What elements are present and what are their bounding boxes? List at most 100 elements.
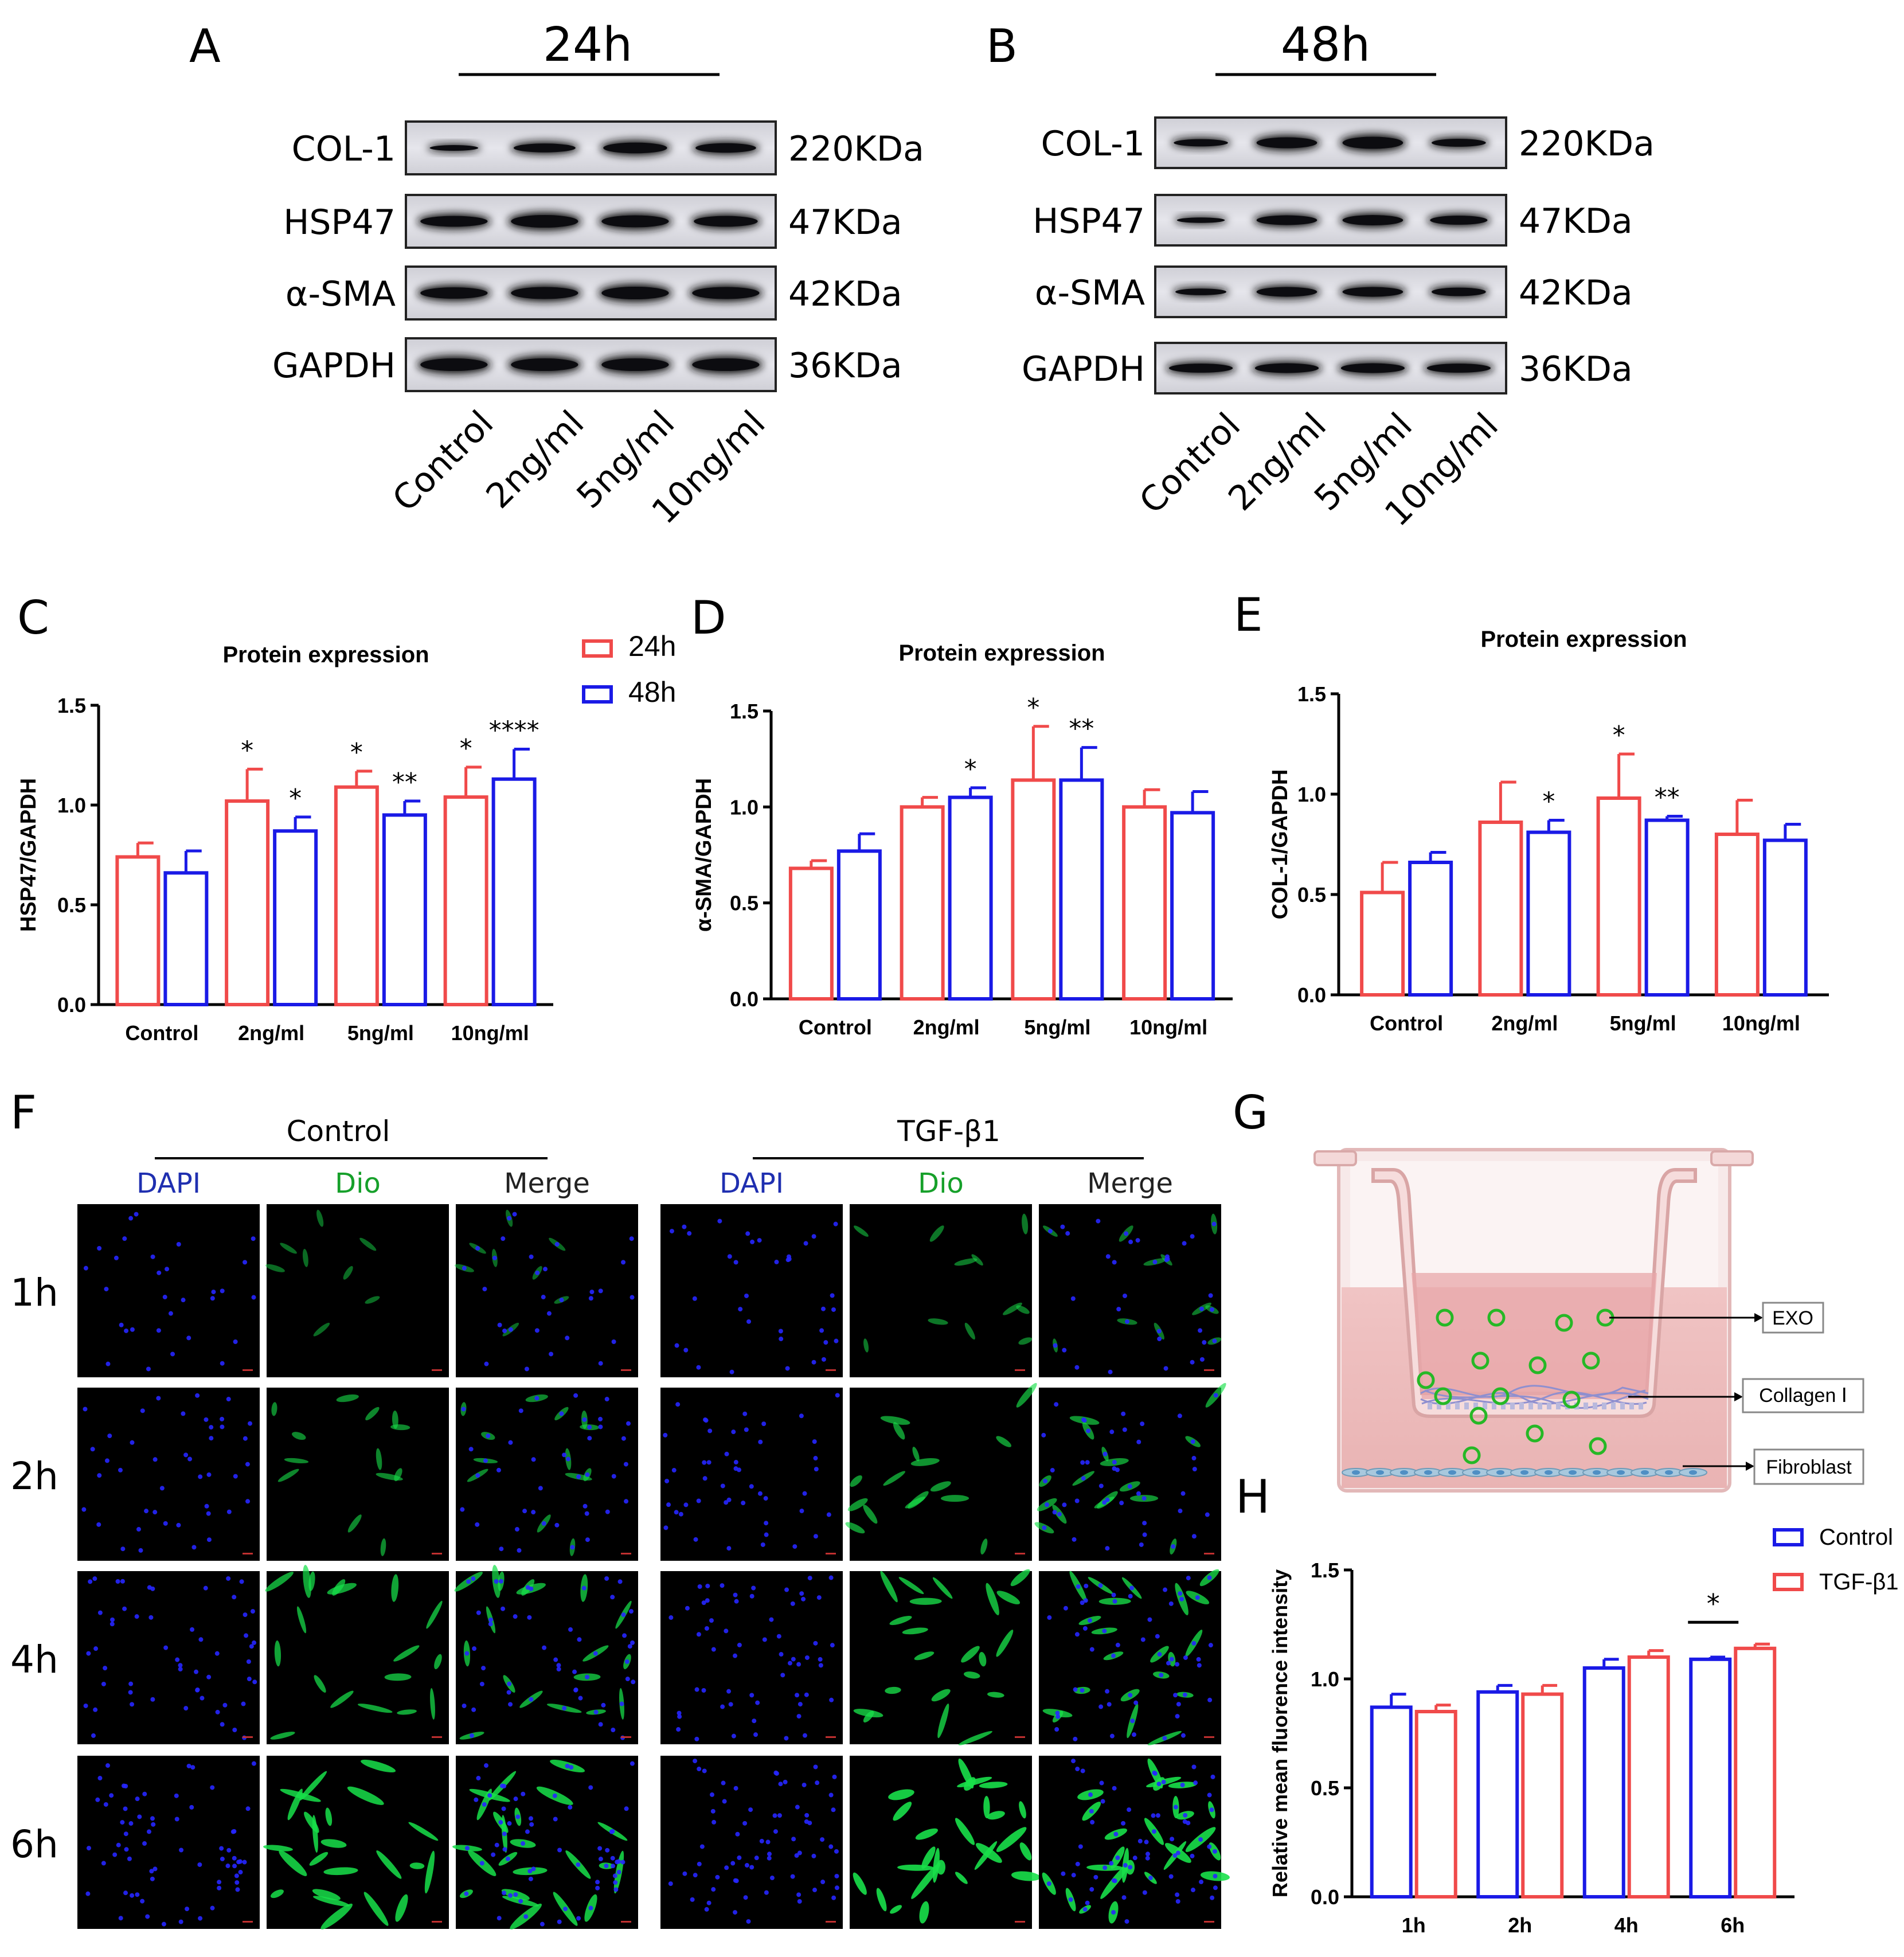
dapi-nucleus bbox=[204, 1503, 209, 1509]
dapi-nucleus bbox=[797, 1850, 802, 1856]
dapi-nucleus bbox=[1060, 1224, 1065, 1229]
dapi-nucleus bbox=[1065, 1231, 1070, 1236]
dapi-nucleus bbox=[529, 1254, 534, 1259]
dapi-nucleus bbox=[549, 1351, 554, 1357]
dapi-nucleus bbox=[222, 1702, 228, 1708]
dapi-nucleus bbox=[481, 1666, 486, 1671]
dapi-nucleus bbox=[1192, 1467, 1197, 1472]
dapi-nucleus bbox=[1078, 1844, 1083, 1849]
dapi-nucleus bbox=[1175, 1892, 1180, 1897]
dapi-nucleus bbox=[677, 1714, 682, 1719]
blot-band-core bbox=[1342, 136, 1403, 149]
dapi-nucleus bbox=[1132, 1856, 1137, 1861]
dapi-nucleus bbox=[562, 1706, 567, 1711]
dio-signal bbox=[850, 1475, 862, 1487]
dapi-nucleus bbox=[1115, 1642, 1120, 1647]
dio-signal bbox=[898, 1577, 924, 1595]
dapi-nucleus bbox=[239, 1579, 244, 1584]
dio-signal bbox=[979, 1651, 987, 1667]
dapi-nucleus bbox=[1199, 1880, 1204, 1885]
dapi-nucleus bbox=[710, 1808, 716, 1814]
dapi-nucleus bbox=[217, 1885, 222, 1890]
dio-signal bbox=[845, 1522, 865, 1534]
dapi-nucleus bbox=[462, 1265, 467, 1271]
dio-signal bbox=[361, 1759, 396, 1773]
dapi-nucleus bbox=[1080, 1460, 1085, 1465]
dapi-nucleus bbox=[198, 1474, 203, 1479]
dapi-nucleus bbox=[1155, 1813, 1160, 1818]
dapi-nucleus bbox=[1145, 1856, 1150, 1861]
dapi-nucleus bbox=[233, 1339, 238, 1344]
fibroblast-nucleus bbox=[1496, 1470, 1504, 1475]
dapi-nucleus bbox=[730, 1861, 736, 1866]
dapi-nucleus bbox=[1197, 1663, 1202, 1668]
dapi-nucleus bbox=[664, 1478, 670, 1483]
dapi-nucleus bbox=[704, 1626, 709, 1631]
dapi-nucleus bbox=[764, 1890, 769, 1895]
dapi-nucleus bbox=[1081, 1476, 1086, 1481]
dapi-nucleus bbox=[773, 1829, 778, 1834]
dapi-nucleus bbox=[249, 1644, 254, 1649]
dapi-nucleus bbox=[1128, 1593, 1133, 1599]
dapi-nucleus bbox=[1043, 1478, 1048, 1483]
dapi-nucleus bbox=[1159, 1673, 1164, 1678]
dio-signal bbox=[287, 1788, 303, 1821]
dapi-nucleus bbox=[1172, 1853, 1178, 1858]
dio-signal bbox=[392, 1410, 398, 1429]
dapi-nucleus bbox=[778, 1782, 783, 1787]
fibroblast-nucleus bbox=[1472, 1470, 1480, 1475]
dapi-nucleus bbox=[1105, 1254, 1111, 1259]
dapi-nucleus bbox=[559, 1411, 564, 1416]
dapi-nucleus bbox=[1199, 1357, 1205, 1362]
dapi-nucleus bbox=[128, 1821, 134, 1826]
dapi-nucleus bbox=[488, 1622, 493, 1627]
panel-a-time-label: 24h bbox=[543, 18, 632, 72]
dapi-nucleus bbox=[1062, 1502, 1067, 1507]
panel-letter: E bbox=[1234, 588, 1263, 642]
dapi-nucleus bbox=[828, 1575, 834, 1580]
dapi-nucleus bbox=[772, 1813, 777, 1818]
dapi-nucleus bbox=[146, 1829, 151, 1834]
scale-bar bbox=[1015, 1736, 1025, 1738]
dapi-nucleus bbox=[604, 1576, 609, 1581]
blot-band-core bbox=[511, 287, 578, 299]
dapi-nucleus bbox=[743, 1895, 748, 1900]
dapi-nucleus bbox=[96, 1522, 101, 1527]
dapi-nucleus bbox=[702, 1768, 707, 1774]
dapi-nucleus bbox=[556, 1663, 561, 1668]
dapi-nucleus bbox=[1119, 1501, 1124, 1506]
significance-mark: ** bbox=[1069, 714, 1094, 744]
dapi-nucleus bbox=[83, 1407, 88, 1412]
exosome-markers bbox=[1417, 1308, 1614, 1464]
dio-signal bbox=[376, 1472, 403, 1481]
dapi-nucleus bbox=[1081, 1417, 1086, 1422]
dio-signal bbox=[313, 1896, 350, 1907]
dapi-nucleus bbox=[704, 1907, 709, 1912]
dapi-nucleus bbox=[156, 1396, 161, 1401]
dapi-nucleus bbox=[612, 1873, 617, 1878]
dapi-nucleus bbox=[479, 1861, 484, 1866]
dapi-nucleus bbox=[1089, 1887, 1094, 1892]
protein-label: α-SMA bbox=[286, 274, 396, 314]
dapi-nucleus bbox=[552, 1793, 557, 1798]
dio-signal bbox=[931, 1689, 951, 1702]
dapi-nucleus bbox=[1213, 1885, 1218, 1890]
dapi-nucleus bbox=[755, 1700, 760, 1705]
dio-signal bbox=[430, 1688, 435, 1720]
dapi-nucleus bbox=[1055, 1714, 1061, 1719]
dapi-nucleus bbox=[497, 1322, 502, 1327]
dapi-nucleus bbox=[1168, 1601, 1174, 1606]
micrograph-background bbox=[267, 1388, 449, 1561]
dapi-nucleus bbox=[764, 1521, 769, 1526]
dapi-nucleus bbox=[475, 1246, 480, 1251]
dapi-nucleus bbox=[1175, 1662, 1180, 1667]
dapi-nucleus bbox=[760, 1542, 765, 1547]
dapi-nucleus bbox=[831, 1307, 836, 1312]
dapi-nucleus bbox=[161, 1921, 166, 1927]
dapi-nucleus bbox=[1210, 1774, 1215, 1779]
dapi-nucleus bbox=[103, 1666, 108, 1671]
x-tick-label: 4h bbox=[1614, 1913, 1639, 1937]
dapi-nucleus bbox=[163, 1645, 169, 1650]
y-tick-label: 1.0 bbox=[730, 795, 759, 819]
y-tick-label: 1.5 bbox=[57, 694, 86, 717]
